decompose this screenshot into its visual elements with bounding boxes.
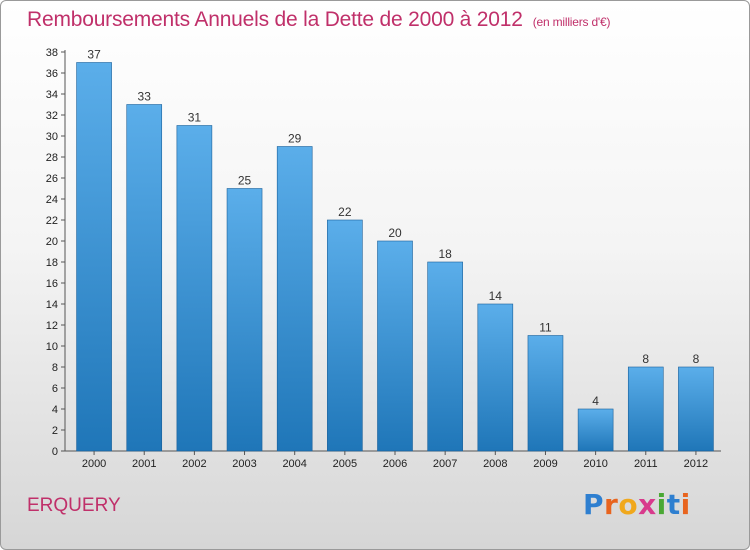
bar-2010	[577, 408, 614, 452]
y-tick-label: 0	[52, 446, 58, 458]
x-tick-label-2008: 2008	[483, 458, 507, 470]
y-tick-label: 20	[46, 236, 58, 248]
y-tick-label: 34	[46, 89, 58, 101]
proxiti-logo: Proxiti	[583, 488, 691, 521]
x-tick-label-2003: 2003	[232, 458, 256, 470]
y-tick-label: 30	[46, 131, 58, 143]
x-tick-label-2012: 2012	[684, 458, 708, 470]
value-label-2000: 37	[87, 48, 101, 62]
x-tick-label-2000: 2000	[82, 458, 106, 470]
logo-letter: i	[656, 488, 667, 521]
x-tick-label-2009: 2009	[533, 458, 557, 470]
y-tick-label: 8	[52, 362, 58, 374]
value-label-2009: 11	[539, 321, 552, 335]
value-label-2004: 29	[288, 132, 302, 146]
value-label-2003: 25	[238, 174, 252, 188]
logo-letter: i	[680, 488, 691, 521]
value-label-2010: 4	[592, 394, 599, 408]
x-tick-label-2010: 2010	[583, 458, 607, 470]
x-tick-label-2002: 2002	[182, 458, 206, 470]
y-tick-label: 36	[46, 68, 58, 80]
x-tick-label-2001: 2001	[132, 458, 156, 470]
logo-letter: o	[618, 488, 639, 521]
logo-letter: r	[604, 488, 619, 521]
value-label-2006: 20	[388, 226, 402, 240]
y-tick-label: 18	[46, 257, 58, 269]
y-tick-label: 2	[52, 425, 58, 437]
chart-title-text: Remboursements Annuels de la Dette de 20…	[27, 8, 523, 31]
bar-2002	[176, 125, 213, 452]
bar-2011	[627, 366, 664, 452]
bar-2009	[527, 335, 564, 452]
y-tick-label: 24	[46, 194, 58, 206]
y-tick-label: 28	[46, 152, 58, 164]
y-tick-label: 32	[46, 110, 58, 122]
y-tick-label: 16	[46, 278, 58, 290]
bar-2000	[76, 62, 112, 452]
y-tick-label: 6	[52, 383, 58, 395]
x-tick-label-2007: 2007	[433, 458, 457, 470]
bar-2005	[327, 219, 363, 452]
x-tick-label-2011: 2011	[634, 458, 658, 470]
value-label-2012: 8	[693, 352, 700, 366]
value-label-2011: 8	[642, 352, 649, 366]
chart-unit: (en milliers d'€)	[532, 15, 611, 29]
logo-letter: P	[583, 488, 605, 521]
y-tick-label: 10	[46, 341, 58, 353]
x-tick-label-2006: 2006	[383, 458, 407, 470]
value-label-2002: 31	[188, 111, 202, 125]
place-name: ERQUERY	[27, 495, 121, 516]
logo-letter: t	[666, 488, 681, 521]
bar-2003	[226, 188, 263, 452]
y-tick-label: 26	[46, 173, 58, 185]
y-tick-label: 14	[46, 299, 58, 311]
value-label-2008: 14	[489, 289, 503, 303]
x-tick-label-2005: 2005	[333, 458, 357, 470]
bar-2006	[377, 240, 413, 452]
bar-2001	[126, 104, 163, 452]
y-tick-label: 4	[52, 404, 58, 416]
bar-2012	[678, 366, 714, 452]
bar-2007	[427, 261, 463, 452]
x-tick-label-2004: 2004	[282, 458, 306, 470]
y-tick-label: 12	[46, 320, 58, 332]
y-tick-label: 22	[46, 215, 58, 227]
bar-2008	[477, 303, 514, 452]
y-tick-label: 38	[46, 47, 58, 59]
value-label-2005: 22	[338, 205, 352, 219]
logo-letter: x	[638, 488, 657, 521]
bar-2004	[276, 146, 313, 452]
chart-title: Remboursements Annuels de la Dette de 20…	[27, 8, 610, 32]
value-label-2007: 18	[438, 247, 452, 261]
value-label-2001: 33	[138, 90, 152, 104]
